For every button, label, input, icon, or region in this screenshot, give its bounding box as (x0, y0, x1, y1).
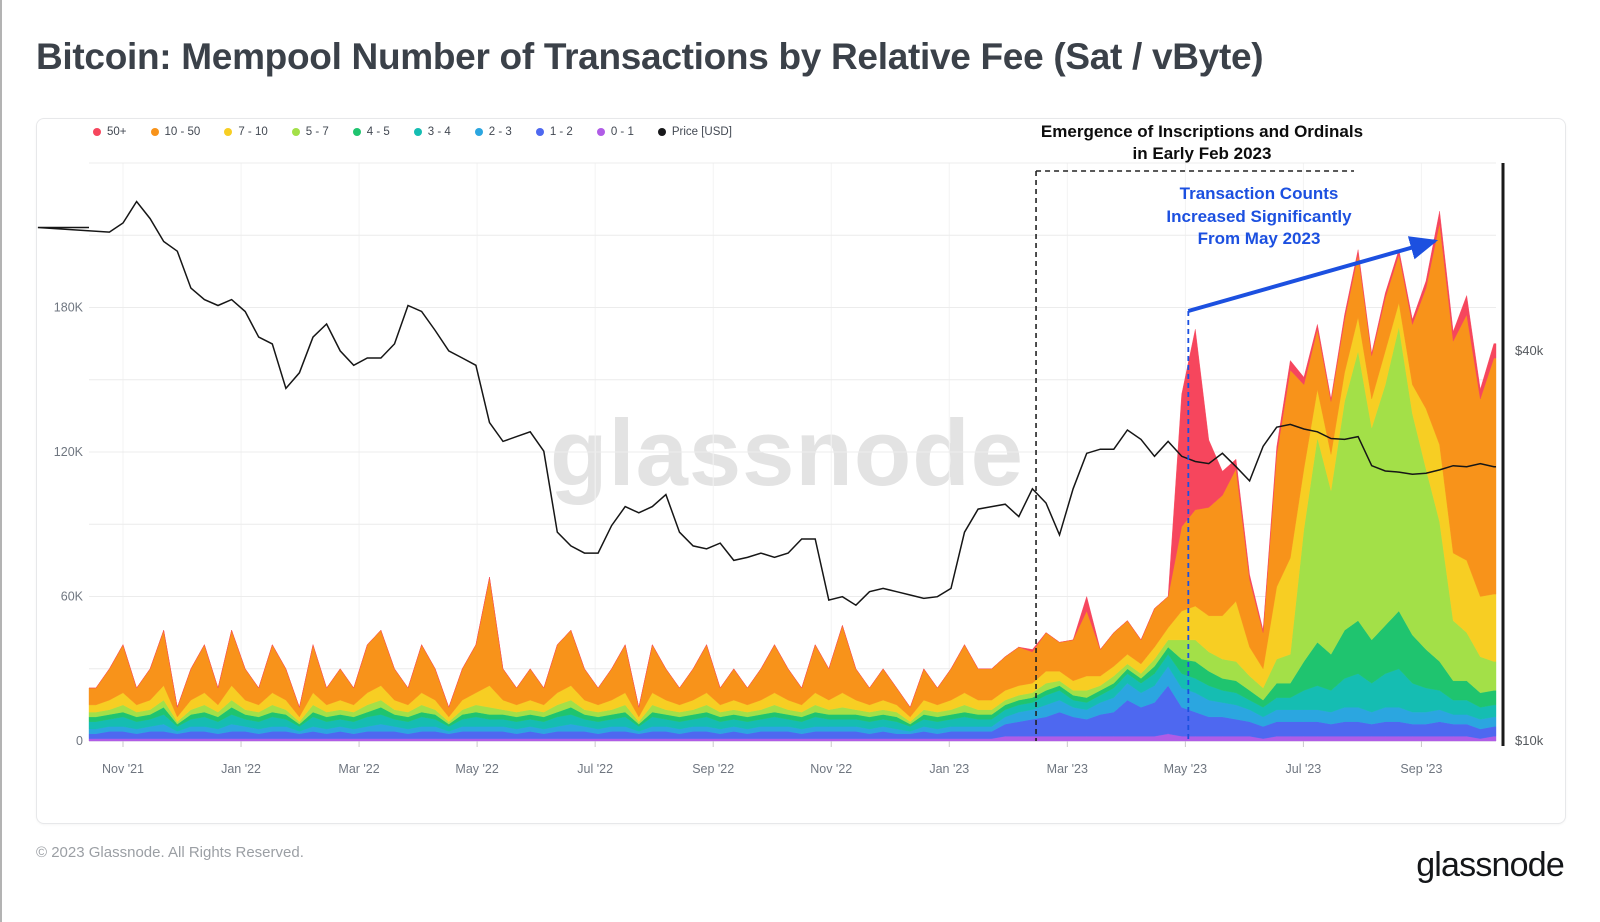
legend-label: 7 - 10 (238, 126, 268, 138)
legend-label: 3 - 4 (427, 126, 451, 138)
stacked-fee-bands (88, 211, 1497, 742)
annotation-inscriptions-line1: Emergence of Inscriptions and Ordinals (1040, 122, 1364, 141)
annotation-tx-counts-line3: From May 2023 (1197, 229, 1321, 248)
price-tick-$40k: $40k (1515, 343, 1544, 358)
x-tick-Jul '23: Jul '23 (1286, 762, 1322, 776)
legend-item-1-2[interactable]: 1 - 2 (535, 126, 573, 138)
annotation-tx-counts-line1: Transaction Counts (1179, 184, 1339, 203)
mempool-chart: Nov '21 Jan '22 Mar '22 May '22 Jul '22 Sep '… (37, 162, 1544, 776)
legend-item-50+[interactable]: 50+ (93, 126, 127, 138)
legend-dot (596, 128, 605, 136)
x-tick-Nov '22: Nov '22 (810, 762, 852, 776)
legend-label: Price [USD] (671, 126, 732, 138)
legend-item-2-3[interactable]: 2 - 3 (474, 126, 512, 138)
y-tick-180K: 180K (54, 301, 84, 315)
legend-label: 1 - 2 (549, 126, 573, 138)
y-tick-0: 0 (76, 734, 83, 748)
x-tick-Jan '22: Jan '22 (221, 762, 261, 776)
legend-item-4-5[interactable]: 4 - 5 (352, 126, 390, 138)
x-tick-May '22: May '22 (455, 762, 498, 776)
legend-label: 10 - 50 (164, 126, 201, 138)
legend-dot (224, 128, 233, 136)
annotation-tx-counts-line2: Increased Significantly (1166, 206, 1352, 226)
legend-item-7-10[interactable]: 7 - 10 (224, 126, 268, 138)
legend-dot (291, 128, 300, 136)
price-tick-$10k: $10k (1515, 733, 1544, 748)
x-tick-Mar '23: Mar '23 (1047, 762, 1088, 776)
legend-dot (413, 128, 422, 136)
legend-dot (657, 128, 666, 136)
chart-legend: 50+ 10 - 50 7 - 10 5 - 7 4 - 5 3 - 4 2 - 3 1 - … (93, 126, 732, 138)
legend-item-10-50[interactable]: 10 - 50 (150, 126, 201, 138)
legend-item-price-usd-[interactable]: Price [USD] (657, 126, 732, 138)
y-axis-labels: 0 60K 120K 180K (54, 301, 84, 749)
price-axis-labels: $10k $40k (1515, 343, 1544, 748)
copyright-text: © 2023 Glassnode. All Rights Reserved. (36, 844, 304, 861)
legend-dot (535, 128, 544, 136)
y-tick-60K: 60K (61, 590, 84, 604)
glassnode-logo: glassnode (1416, 846, 1565, 884)
x-tick-May '23: May '23 (1164, 762, 1207, 776)
annotation-tx-counts: Transaction Counts Increased Significant… (1099, 183, 1419, 251)
x-tick-Nov '21: Nov '21 (102, 762, 144, 776)
chart-card: glassnode Nov '21 Jan '22 Mar '22 May '22 Ju… (36, 118, 1566, 824)
legend-dot (93, 128, 101, 136)
x-tick-Jan '23: Jan '23 (929, 762, 969, 776)
x-axis-labels: Nov '21 Jan '22 Mar '22 May '22 Jul '22 Sep '… (102, 741, 1442, 776)
legend-dot (474, 128, 483, 136)
x-tick-Mar '22: Mar '22 (338, 762, 379, 776)
y-tick-120K: 120K (54, 445, 84, 459)
screen-left-edge (0, 0, 2, 922)
legend-label: 0 - 1 (610, 126, 634, 138)
legend-label: 2 - 3 (488, 126, 512, 138)
increase-arrow (1187, 236, 1439, 313)
legend-item-0-1[interactable]: 0 - 1 (596, 126, 634, 138)
legend-item-5-7[interactable]: 5 - 7 (291, 126, 329, 138)
x-tick-Sep '22: Sep '22 (692, 762, 734, 776)
page-title: Bitcoin: Mempool Number of Transactions … (36, 36, 1264, 77)
annotation-inscriptions-line2: in Early Feb 2023 (1132, 144, 1272, 163)
x-tick-Jul '22: Jul '22 (577, 762, 613, 776)
x-tick-Sep '23: Sep '23 (1400, 762, 1442, 776)
legend-dot (150, 128, 159, 136)
legend-label: 50+ (107, 126, 127, 138)
legend-label: 4 - 5 (366, 126, 390, 138)
price-line (37, 200, 1496, 607)
legend-item-3-4[interactable]: 3 - 4 (413, 126, 451, 138)
annotation-inscriptions: Emergence of Inscriptions and Ordinals i… (1037, 121, 1367, 165)
legend-label: 5 - 7 (305, 126, 329, 138)
legend-dot (352, 128, 361, 136)
